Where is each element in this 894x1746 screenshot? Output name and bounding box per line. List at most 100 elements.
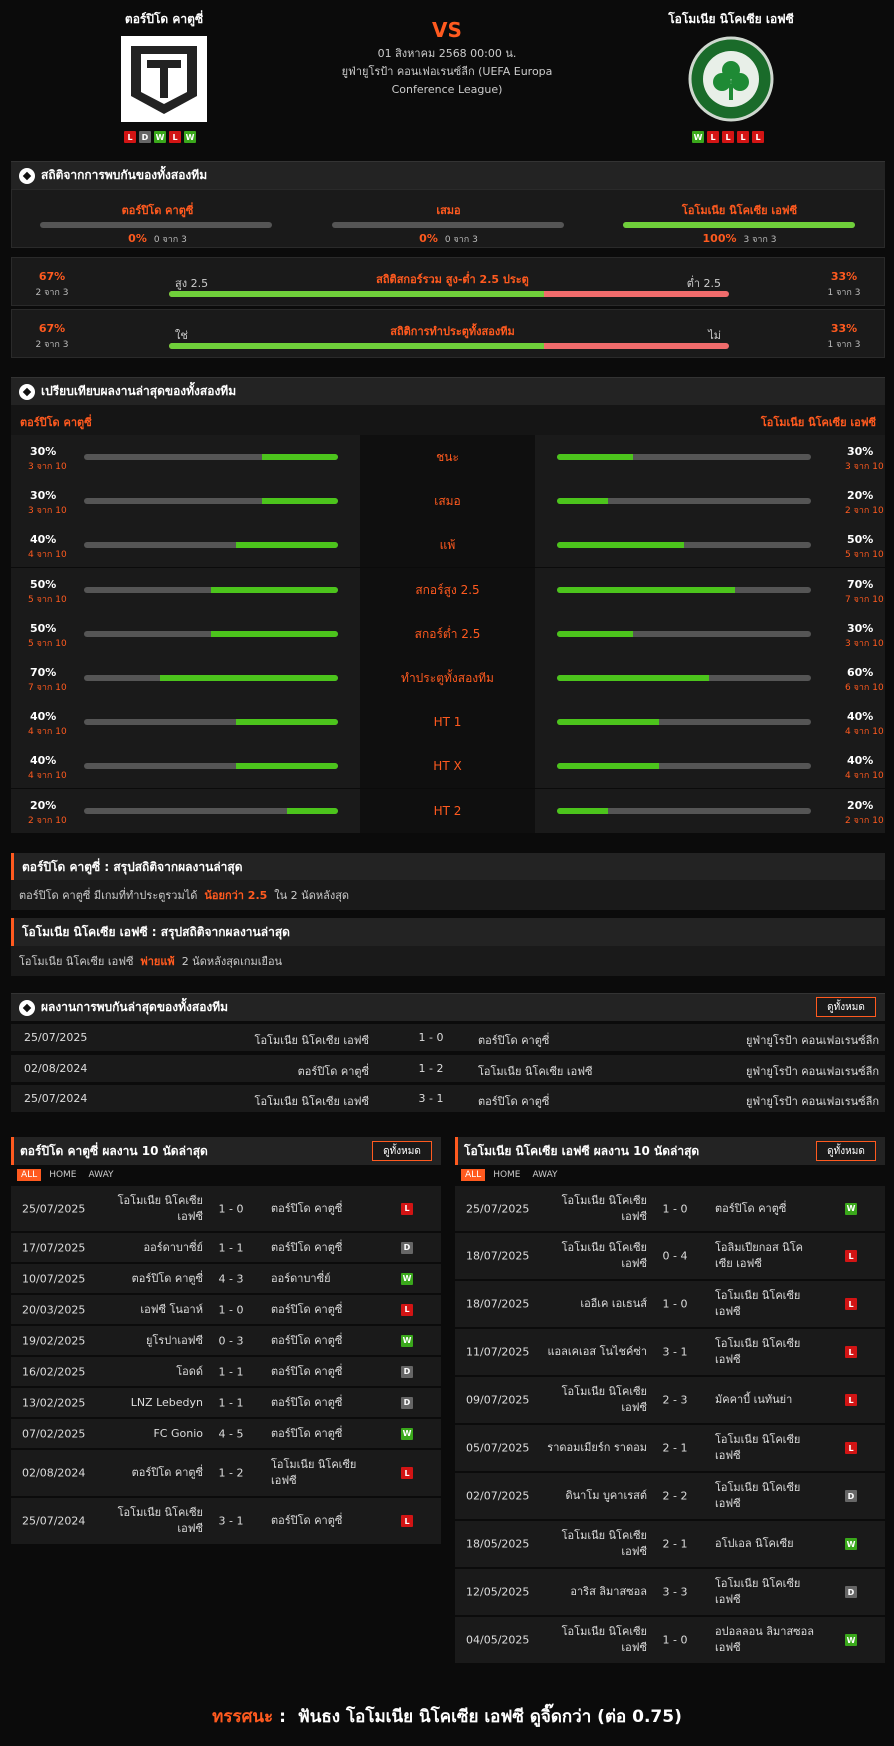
btts-left-label: ใช่ [175,329,188,342]
match-date: 25/07/2025 [22,1202,86,1215]
match-league[interactable]: ยูฟ่ายูโรป้า คอนเฟอเรนซ์ลีก (UEFA Europa… [341,65,553,96]
compare-home-pct: 70% [30,666,57,679]
tab-all[interactable]: ALL [461,1169,486,1181]
away-team[interactable]: โอโมเนีย นิโคเซีย เอฟซี [478,1064,593,1078]
h2h-row[interactable]: 25/07/2024 โอโมเนีย นิโคเซีย เอฟซี 3 - 1 ตอ… [11,1085,885,1113]
match-row[interactable]: 07/02/2025 FC Gonio 4 - 5 ตอร์ปิโด คาตูซี่ W [11,1419,441,1449]
match-row[interactable]: 02/08/2024 ตอร์ปิโด คาตูซี่ 1 - 2 โอโมเนีย … [11,1450,441,1497]
away-team[interactable]: ออร์ดาบาซี่ย์ [271,1271,331,1285]
home-team[interactable]: อาริส ลิมาสซอล [570,1585,647,1598]
home-team[interactable]: แอลเคเอส โนไชค์ซ่า [547,1345,647,1358]
away-team[interactable]: อปอลลอน ลิมาสซอล เอฟซี [715,1625,814,1654]
away-team[interactable]: ตอร์ปิโด คาตูซี่ [478,1095,550,1108]
home-team[interactable]: ยูโรปาเอฟซี [145,1333,203,1347]
away-team[interactable]: ตอร์ปิโด คาตูซี่ [271,1514,343,1527]
score: 1 - 0 [662,1202,688,1215]
compare-home-cell: 40% 4 จาก 10 [11,700,360,745]
home-team[interactable]: เออีเค เอเธนส์ [580,1297,647,1310]
home-team-name[interactable]: ตอร์ปิโด คาตูซี่ [124,12,204,26]
match-row[interactable]: 18/07/2025 เออีเค เอเธนส์ 1 - 0 โอโมเนีย นิ… [455,1281,885,1328]
away-team-logo[interactable] [688,36,774,122]
home-team[interactable]: โอโมเนีย นิโคเซีย เอฟซี [561,1529,647,1558]
home-team[interactable]: ตอร์ปิโด คาตูซี่ [297,1064,369,1078]
home-team[interactable]: เอฟซี โนอาห์ [140,1302,203,1316]
home-team[interactable]: โอโมเนีย นิโคเซีย เอฟซี [561,1193,647,1223]
away-team[interactable]: โอโมเนีย นิโคเซีย เอฟซี [715,1337,801,1366]
away-team[interactable]: ตอร์ปิโด คาตูซี่ [271,1395,343,1409]
home-team[interactable]: ราดอมเมียร์ก ราดอม [547,1441,647,1454]
away-team[interactable]: ตอร์ปิโด คาตูซี่ [271,1240,343,1254]
match-row[interactable]: 12/05/2025 อาริส ลิมาสซอล 3 - 3 โอโมเนีย นิ… [455,1569,885,1616]
away-team-name[interactable]: โอโมเนีย นิโคเซีย เอฟซี [668,12,794,26]
tab-away[interactable]: AWAY [532,1170,558,1180]
match-row[interactable]: 11/07/2025 แอลเคเอส โนไชค์ซ่า 3 - 1 โอโมเนี… [455,1329,885,1376]
match-row[interactable]: 18/07/2025 โอโมเนีย นิโคเซีย เอฟซี 0 - 4 โอ… [455,1233,885,1280]
home-team[interactable]: โอโมเนีย นิโคเซีย เอฟซี [254,1095,369,1108]
home-team[interactable]: โอโมเนีย นิโคเซีย เอฟซี [561,1241,647,1270]
home-team[interactable]: โอโมเนีย นิโคเซีย เอฟซี [254,1034,369,1047]
home-team[interactable]: โอโมเนีย นิโคเซีย เอฟซี [117,1506,203,1535]
compare-away-pct: 70% [847,577,874,591]
away-summary-body: โอโมเนีย นิโคเซีย เอฟซี พ่ายแพ้ 2 นัดหลั… [11,946,885,976]
league-name[interactable]: ยูฟ่ายูโรป้า คอนเฟอเรนซ์ลีก [745,1034,879,1047]
home-team[interactable]: ออร์ดาบาซี่ย์ [143,1240,203,1254]
home-team[interactable]: ตอร์ปิโด คาตูซี่ [131,1271,203,1285]
away-team[interactable]: โอโมเนีย นิโคเซีย เอฟซี [715,1289,801,1318]
home-team-logo[interactable] [121,36,207,122]
match-row[interactable]: 16/02/2025 โอดด์ 1 - 1 ตอร์ปิโด คาตูซี่ D [11,1357,441,1387]
match-row[interactable]: 18/05/2025 โอโมเนีย นิโคเซีย เอฟซี 2 - 1 อโ… [455,1521,885,1568]
away-team[interactable]: โอโมเนีย นิโคเซีย เอฟซี [715,1577,801,1606]
h2h-view-all-button[interactable]: ดูทั้งหมด [816,997,876,1017]
tab-all[interactable]: ALL [17,1169,42,1181]
h2h-row[interactable]: 25/07/2025 โอโมเนีย นิโคเซีย เอฟซี 1 - 0 ตอ… [11,1024,885,1052]
tab-home[interactable]: HOME [49,1170,77,1180]
match-row[interactable]: 05/07/2025 ราดอมเมียร์ก ราดอม 2 - 1 โอโมเนี… [455,1425,885,1472]
home-team[interactable]: โอโมเนีย นิโคเซีย เอฟซี [561,1625,647,1654]
match-row[interactable]: 10/07/2025 ตอร์ปิโด คาตูซี่ 4 - 3 ออร์ดาบาซ… [11,1264,441,1294]
away-view-all-button[interactable]: ดูทั้งหมด [816,1141,876,1161]
away-team[interactable]: โอโมเนีย นิโคเซีย เอฟซี [271,1458,357,1487]
home-team[interactable]: โอโมเนีย นิโคเซีย เอฟซี [117,1193,203,1223]
tab-home[interactable]: HOME [493,1170,521,1180]
match-row[interactable]: 13/02/2025 LNZ Lebedyn 1 - 1 ตอร์ปิโด คาตูซ… [11,1388,441,1418]
home-team[interactable]: ดินาโม บูคาเรสต์ [565,1489,647,1502]
away-team[interactable]: โอโมเนีย นิโคเซีย เอฟซี [715,1481,801,1510]
home-view-all-button[interactable]: ดูทั้งหมด [372,1141,432,1161]
match-date: 02/08/2024 [22,1466,86,1480]
match-row[interactable]: 25/07/2024 โอโมเนีย นิโคเซีย เอฟซี 3 - 1 ตอ… [11,1498,441,1545]
result-badge: D [401,1241,413,1254]
away-team[interactable]: ตอร์ปิโด คาตูซี่ [271,1302,343,1316]
away-team[interactable]: อโปเอล นิโคเซีย [715,1537,794,1550]
league-name[interactable]: ยูฟ่ายูโรป้า คอนเฟอเรนซ์ลีก [745,1095,879,1108]
match-row[interactable]: 19/02/2025 ยูโรปาเอฟซี 0 - 3 ตอร์ปิโด คาตูซ… [11,1326,441,1356]
btts-bar [169,343,729,349]
away-team[interactable]: โอลิมเปียกอส นิโคเซีย เอฟซี [715,1241,803,1270]
home-team[interactable]: LNZ Lebedyn [130,1395,203,1409]
home-team[interactable]: FC Gonio [153,1426,203,1440]
away-team[interactable]: ตอร์ปิโด คาตูซี่ [271,1364,343,1378]
h2h-row[interactable]: 02/08/2024 ตอร์ปิโด คาตูซี่ 1 - 2 โอโมเนีย … [11,1054,885,1083]
match-row[interactable]: 04/05/2025 โอโมเนีย นิโคเซีย เอฟซี 1 - 0 อป… [455,1617,885,1664]
match-row[interactable]: 02/07/2025 ดินาโม บูคาเรสต์ 2 - 2 โอโมเนีย … [455,1473,885,1520]
away-team[interactable]: ตอร์ปิโด คาตูซี่ [478,1034,550,1047]
home-team[interactable]: โอดด์ [176,1364,203,1378]
away-team[interactable]: มัคคาบี้ เนทันย่า [715,1393,793,1406]
compare-row: 50% 5 จาก 10 สกอร์ต่ำ 2.5 30% 3 จาก 10 [11,611,885,656]
match-date: 16/02/2025 [22,1365,86,1378]
tab-away[interactable]: AWAY [88,1170,114,1180]
match-row[interactable]: 25/07/2025 โอโมเนีย นิโคเซีย เอฟซี 1 - 0 ตอ… [455,1186,885,1232]
h2h-home-count: 0 จาก 3 [153,235,187,245]
away-team[interactable]: ตอร์ปิโด คาตูซี่ [271,1201,343,1215]
match-row[interactable]: 20/03/2025 เอฟซี โนอาห์ 1 - 0 ตอร์ปิโด คาตู… [11,1295,441,1325]
away-team[interactable]: โอโมเนีย นิโคเซีย เอฟซี [715,1433,801,1462]
match-row[interactable]: 09/07/2025 โอโมเนีย นิโคเซีย เอฟซี 2 - 3 มั… [455,1377,885,1424]
away-team[interactable]: ตอร์ปิโด คาตูซี่ [271,1333,343,1347]
match-row[interactable]: 25/07/2025 โอโมเนีย นิโคเซีย เอฟซี 1 - 0 ตอ… [11,1186,441,1232]
away-summary-header: โอโมเนีย นิโคเซีย เอฟซี : สรุปสถิติจากผล… [11,918,885,946]
league-name[interactable]: ยูฟ่ายูโรป้า คอนเฟอเรนซ์ลีก [745,1064,879,1078]
away-team[interactable]: ตอร์ปิโด คาตูซี่ [715,1201,787,1215]
home-team[interactable]: โอโมเนีย นิโคเซีย เอฟซี [561,1385,647,1414]
match-row[interactable]: 17/07/2025 ออร์ดาบาซี่ย์ 1 - 1 ตอร์ปิโด คาต… [11,1233,441,1263]
away-team[interactable]: ตอร์ปิโด คาตูซี่ [271,1426,343,1440]
home-team[interactable]: ตอร์ปิโด คาตูซี่ [131,1466,203,1479]
